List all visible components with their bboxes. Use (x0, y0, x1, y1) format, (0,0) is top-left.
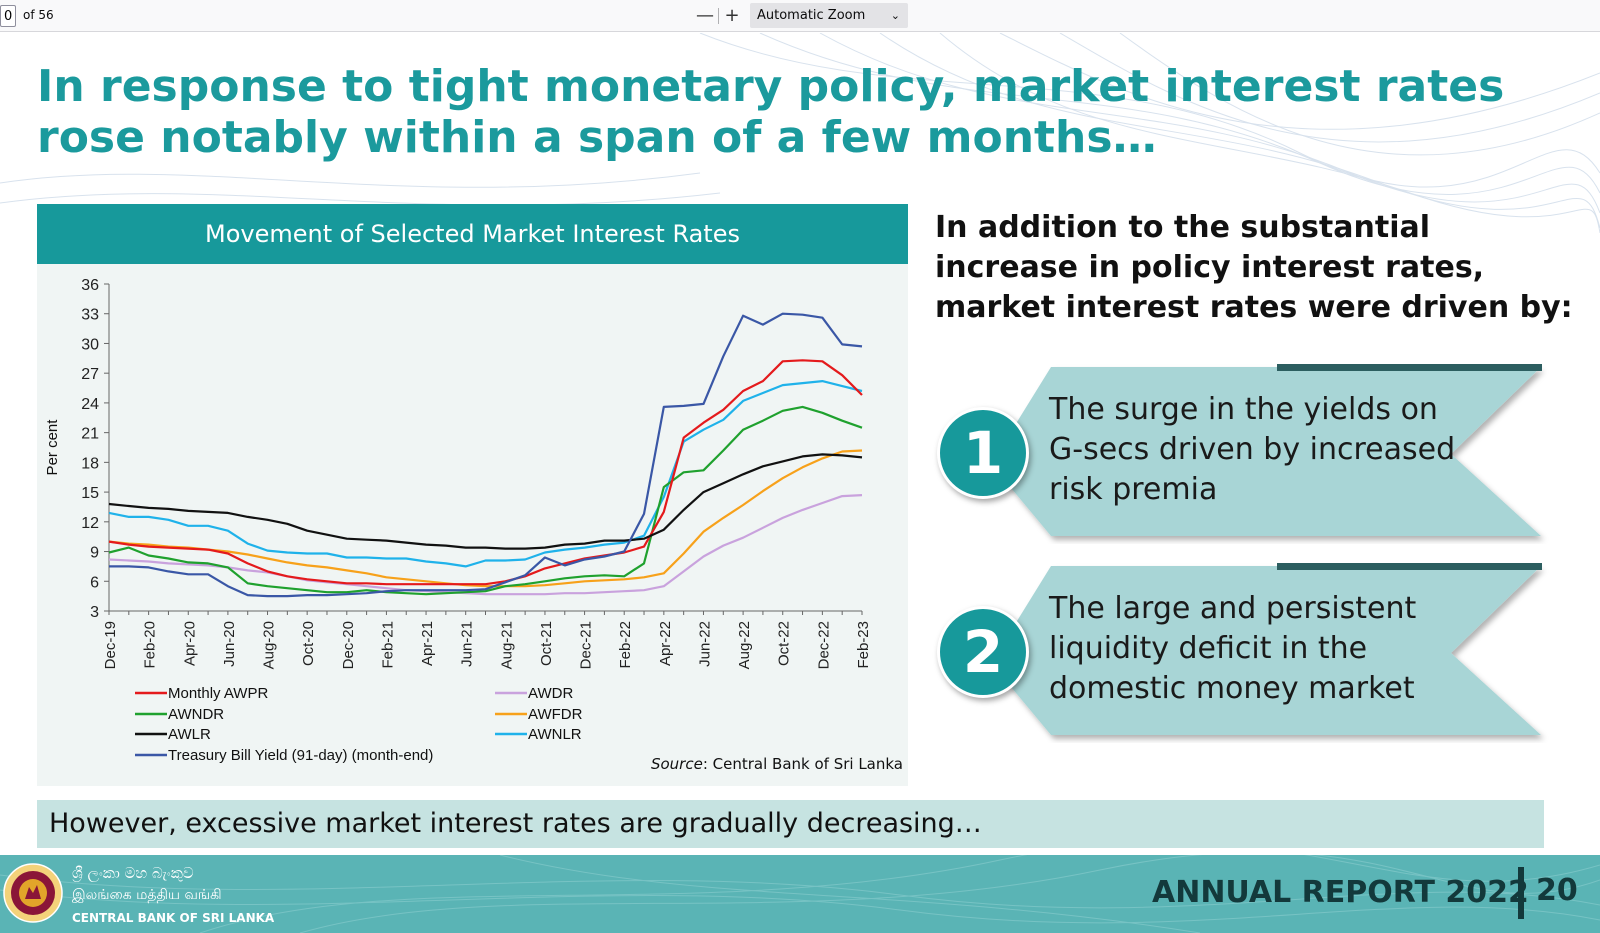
x-tick-label: Feb-21 (379, 621, 396, 669)
legend-label: AWFDR (528, 706, 583, 723)
x-tick-label: Apr-20 (181, 621, 198, 666)
x-tick-label: Dec-21 (578, 621, 595, 669)
chart-source-colon: : (703, 755, 713, 773)
point-number-badge: 1 (937, 407, 1029, 499)
series-line-awfdr (108, 449, 863, 588)
point-text: The large and persistent liquidity defic… (1049, 591, 1417, 706)
legend-label: AWNLR (528, 726, 582, 743)
background-wave-pattern (0, 33, 1600, 233)
bank-name-english: CENTRAL BANK OF SRI LANKA (72, 911, 275, 925)
legend-label: AWDR (528, 685, 573, 702)
x-tick-label: Oct-20 (300, 621, 317, 666)
point-number-badge: 2 (937, 606, 1029, 698)
x-tick-label: Dec-22 (815, 621, 832, 669)
slide-page-number: 20 (1536, 873, 1578, 908)
page-count-label: of 56 (23, 8, 54, 22)
slide-footer: ශ්‍රී ලංකා මහ බැංකුව இலங்கை மத்திய வங்கி… (0, 855, 1600, 933)
zoom-select-label: Automatic Zoom (757, 8, 866, 23)
driver-point-1: 1 The surge in the yields on G-secs driv… (937, 364, 1547, 544)
x-tick-label: Aug-20 (261, 621, 278, 669)
bottom-note-band: However, excessive market interest rates… (37, 800, 1544, 848)
chart-source: Source: Central Bank of Sri Lanka (651, 755, 903, 773)
footer-wave-pattern (0, 855, 1600, 933)
chart-legend: Monthly AWPR AWNDR AWLR Treasury Bill Yield… (135, 685, 583, 764)
x-tick-label: Aug-22 (736, 621, 753, 669)
y-tick-label: 24 (81, 396, 99, 413)
legend-label: AWLR (168, 726, 211, 743)
page-number-input[interactable]: 0 (0, 5, 16, 27)
y-axis-label: Per cent (44, 419, 61, 476)
x-tick-label: Jun-22 (696, 621, 713, 667)
point-text: The surge in the yields on G-secs driven… (1049, 392, 1456, 507)
chevron-down-icon: ⌄ (890, 9, 900, 22)
y-tick-label: 33 (81, 307, 99, 324)
legend-label: AWNDR (168, 706, 224, 723)
ribbon-accent-bar (1277, 364, 1542, 371)
drivers-heading: In addition to the substantial increase … (935, 210, 1573, 325)
series-line-awdr (108, 494, 863, 596)
slide-title: In response to tight monetary policy, ma… (37, 61, 1505, 163)
zoom-out-button[interactable]: — (696, 5, 714, 26)
bank-name-tamil: இலங்கை மத்திய வங்கி (72, 887, 222, 903)
x-tick-label: Oct-22 (776, 621, 793, 666)
central-bank-seal-icon (3, 863, 63, 923)
zoom-in-button[interactable]: + (724, 5, 740, 26)
bottom-note: However, excessive market interest rates… (49, 808, 982, 839)
bank-name-sinhala: ශ්‍රී ලංකා මහ බැංකුව (72, 864, 194, 882)
x-tick-label: Jun-20 (221, 621, 238, 667)
y-tick-label: 30 (81, 336, 99, 353)
footer-divider (1518, 867, 1524, 919)
series-line-awlr (108, 453, 863, 550)
legend-label: Monthly AWPR (168, 685, 268, 702)
y-tick-label: 9 (90, 545, 99, 562)
x-tick-label: Apr-22 (657, 621, 674, 666)
zoom-select[interactable]: Automatic Zoom ⌄ (750, 3, 908, 28)
x-tick-label: Apr-21 (419, 621, 436, 666)
annual-report-label: ANNUAL REPORT 2022 (1152, 875, 1529, 910)
ribbon-arrow-shape (991, 566, 1541, 735)
chart-panel: Movement of Selected Market Interest Rat… (37, 204, 908, 786)
x-tick-label: Feb-20 (142, 621, 159, 669)
y-tick-label: 18 (81, 455, 99, 472)
y-tick-label: 27 (81, 366, 99, 383)
x-tick-label: Feb-22 (617, 621, 634, 669)
chart-series-lines (108, 312, 863, 598)
y-tick-label: 36 (81, 277, 99, 294)
ribbon-arrow-shape (991, 367, 1541, 536)
chart-source-label: Source (651, 755, 703, 773)
driver-point-2: 2 The large and persistent liquidity def… (937, 563, 1547, 743)
series-line-treasury-bill-yield-91-day-month-end (109, 312, 863, 598)
x-tick-label: Dec-20 (340, 621, 357, 669)
x-tick-label: Jun-21 (459, 621, 476, 667)
ribbon-accent-bar (1277, 563, 1542, 570)
y-tick-label: 3 (90, 604, 99, 621)
x-tick-label: Aug-21 (498, 621, 515, 669)
y-tick-label: 21 (81, 426, 99, 443)
viewer-toolbar: 0 of 56 — + Automatic Zoom ⌄ (0, 0, 1600, 32)
chart-title: Movement of Selected Market Interest Rat… (37, 204, 908, 264)
x-tick-label: Oct-21 (538, 621, 555, 666)
legend-label: Treasury Bill Yield (91-day) (month-end) (168, 747, 433, 764)
x-tick-label: Feb-23 (855, 621, 872, 669)
slide-page: In response to tight monetary policy, ma… (0, 33, 1600, 933)
chart-source-value: Central Bank of Sri Lanka (713, 755, 903, 773)
y-tick-label: 15 (81, 485, 99, 502)
y-tick-label: 6 (90, 574, 99, 591)
y-tick-label: 12 (81, 515, 99, 532)
series-line-awndr (108, 405, 863, 596)
series-line-monthly-awpr (108, 359, 863, 586)
series-line-awnlr (108, 380, 863, 568)
x-tick-label: Dec-19 (102, 621, 119, 669)
zoom-separator (718, 8, 719, 24)
